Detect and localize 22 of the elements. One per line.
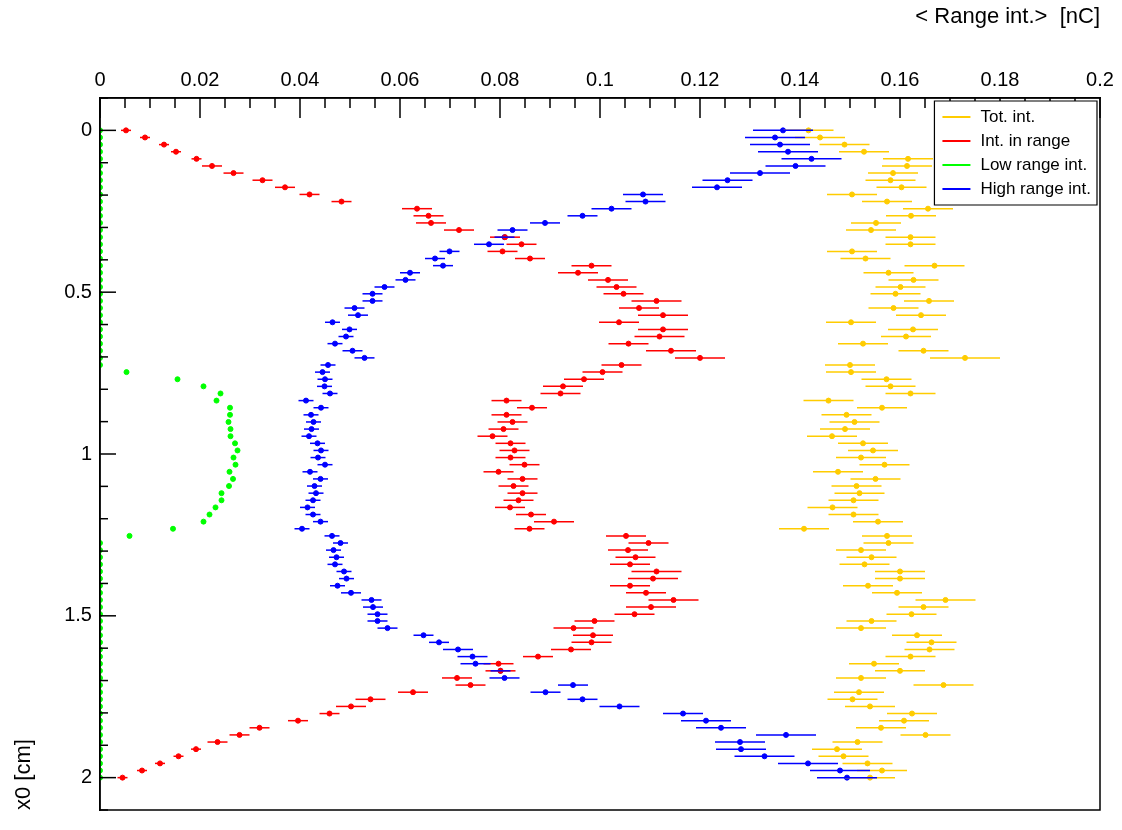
x-tick-label: 0.2 [1086, 67, 1114, 90]
x-tick-label: 0.14 [780, 67, 820, 90]
legend-label: Low range int. [980, 154, 1088, 174]
y-tick-label: 0.5 [64, 279, 92, 302]
x-tick-label: 0.18 [980, 67, 1020, 90]
y-tick-label: 1.5 [64, 603, 92, 626]
x-tick-label: 0.02 [180, 67, 220, 90]
x-tick-label: 0.08 [480, 67, 520, 90]
y-tick-label: 2 [80, 765, 92, 788]
x-tick-label: 0 [94, 67, 106, 90]
x-tick-label: 0.1 [586, 67, 614, 90]
x-tick-label: 0.06 [380, 67, 420, 90]
legend-label: High range int. [980, 178, 1092, 198]
y-tick-label: 1 [80, 441, 92, 464]
x-axis-title: < Range int.> [nC] [915, 3, 1100, 29]
legend-label: Tot. int. [980, 106, 1036, 126]
x-tick-label: 0.16 [880, 67, 920, 90]
x-tick-label: 0.04 [280, 67, 320, 90]
y-tick-label: 0 [80, 117, 92, 140]
legend-label: Int. in range [980, 130, 1071, 150]
x-tick-label: 0.12 [680, 67, 720, 90]
y-axis-title: x0 [cm] [10, 739, 36, 810]
